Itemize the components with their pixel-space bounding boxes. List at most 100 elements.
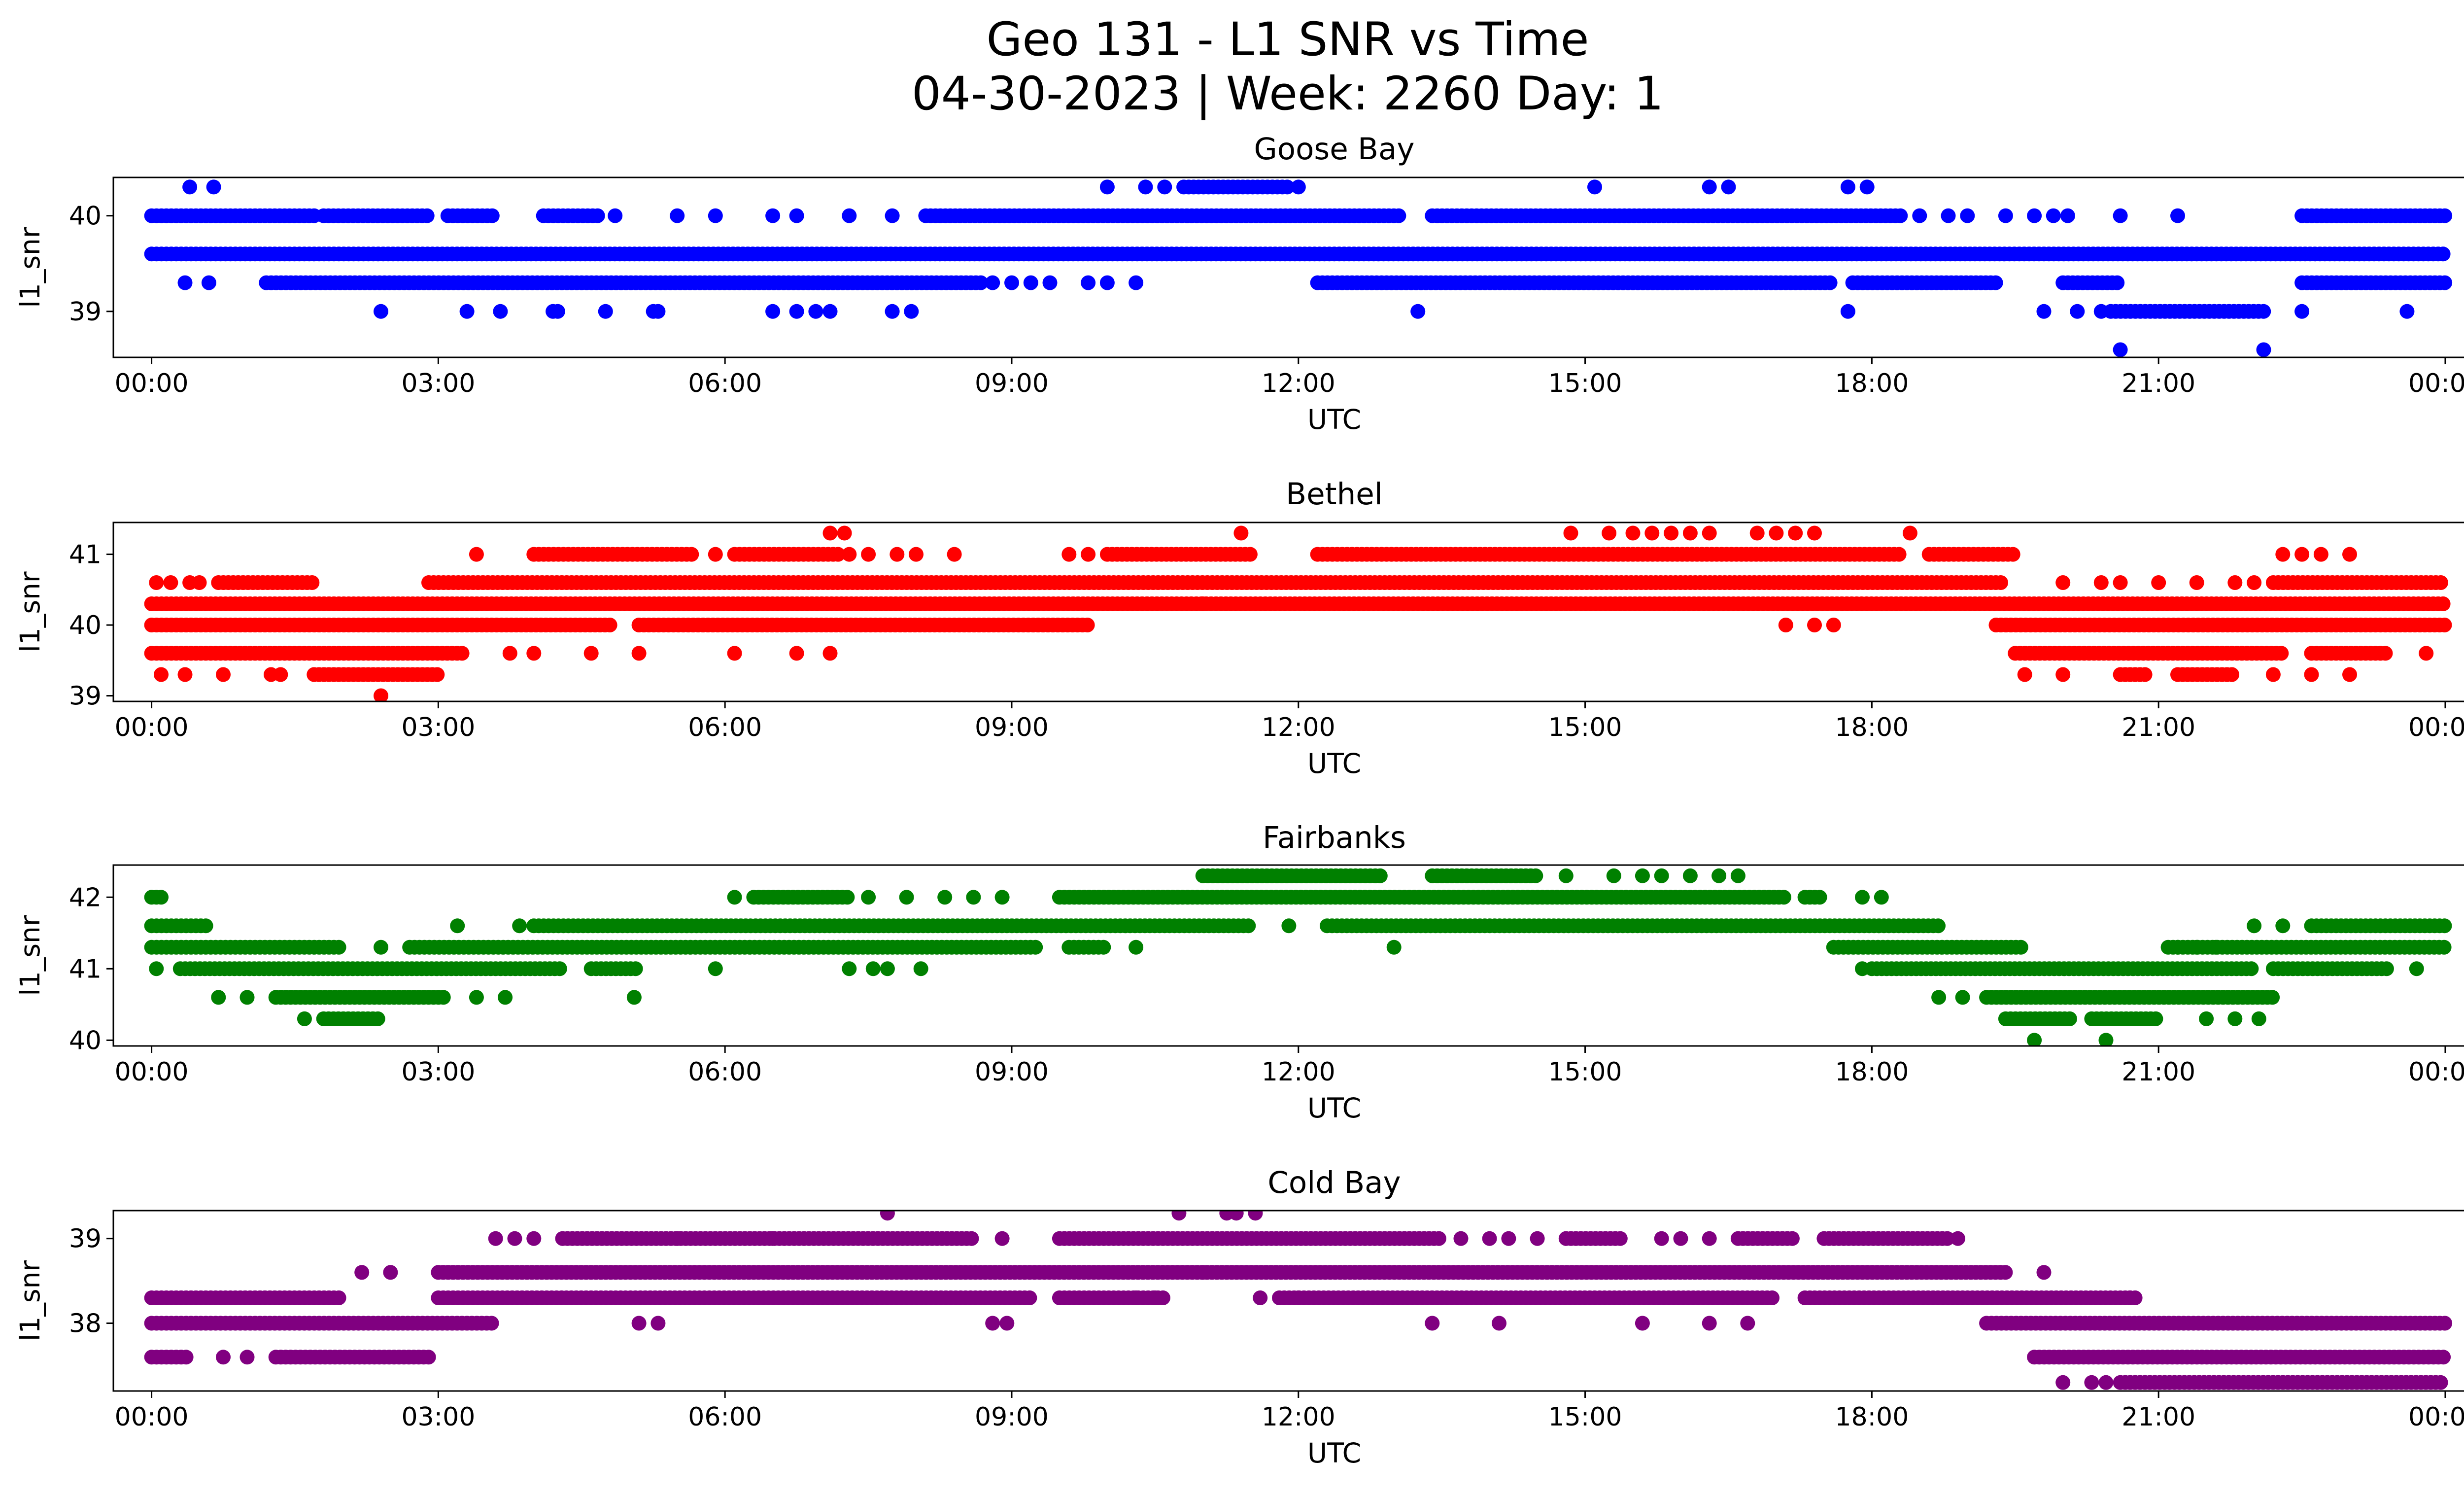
data-point (822, 525, 838, 541)
data-point (789, 646, 804, 661)
data-point (684, 547, 699, 562)
x-tick-label: 21:00 (2122, 713, 2195, 742)
data-point (2378, 646, 2393, 661)
data-point (1807, 618, 1822, 632)
y-tick-label: 40 (69, 202, 102, 231)
data-point (2437, 918, 2452, 934)
data-point (498, 990, 513, 1005)
data-point (2060, 208, 2075, 223)
data-point (512, 918, 527, 934)
data-point (1558, 868, 1574, 883)
data-point (885, 304, 900, 319)
data-point (2409, 961, 2424, 976)
data-point (163, 575, 178, 590)
data-point (1998, 1265, 2013, 1280)
data-point (1765, 1290, 1780, 1305)
data-point (1840, 179, 1855, 195)
data-point (419, 208, 435, 223)
x-tick-label: 21:00 (2122, 369, 2195, 398)
data-point (1625, 525, 1641, 541)
data-point (2342, 667, 2357, 682)
y-tick-label: 42 (69, 883, 102, 912)
data-point (727, 890, 742, 905)
data-point (789, 208, 804, 223)
data-point (192, 575, 207, 590)
data-point (177, 275, 193, 290)
x-tick-label: 00:00 (115, 369, 189, 398)
x-tick-label: 09:00 (975, 713, 1049, 742)
data-point (1874, 890, 1889, 905)
series-marks (144, 1211, 2453, 1390)
y-tick-label: 41 (69, 954, 102, 984)
panel-title: Cold Bay (1267, 1165, 1401, 1200)
data-point (1587, 179, 1602, 195)
data-point (1721, 179, 1736, 195)
data-point (331, 939, 346, 955)
data-point (837, 525, 852, 541)
data-point (2437, 275, 2453, 290)
y-axis-label: l1_snr (14, 571, 46, 652)
data-point (1386, 939, 1402, 955)
data-point (211, 990, 226, 1005)
y-tick-label: 40 (69, 611, 102, 640)
data-point (631, 646, 647, 661)
data-point (305, 575, 320, 590)
data-point (2098, 1033, 2114, 1046)
data-point (1840, 304, 1855, 319)
data-point (2437, 208, 2453, 223)
data-point (1855, 961, 1870, 976)
data-point (880, 961, 895, 976)
data-point (1893, 208, 1908, 223)
data-point (1664, 525, 1679, 541)
x-tick-label: 12:00 (1262, 369, 1335, 398)
data-point (2055, 667, 2071, 682)
figure-title: Geo 131 - L1 SNR vs Time (987, 13, 1589, 67)
x-tick-label: 00:00 (115, 713, 189, 742)
data-point (861, 547, 876, 562)
data-point (484, 208, 500, 223)
data-point (502, 646, 517, 661)
data-point (2005, 547, 2020, 562)
x-axis-label: UTC (1307, 404, 1361, 435)
data-point (1749, 525, 1765, 541)
data-point (583, 646, 599, 661)
data-point (1891, 547, 1907, 562)
data-point (1281, 918, 1297, 934)
data-point (1778, 618, 1793, 632)
data-point (808, 304, 823, 319)
data-point (1682, 868, 1698, 883)
data-point (450, 918, 465, 934)
data-point (2247, 575, 2262, 590)
data-point (822, 304, 838, 319)
panel-title: Bethel (1286, 477, 1382, 512)
data-point (1635, 868, 1650, 883)
panel-title: Fairbanks (1263, 820, 1406, 855)
data-point (1931, 918, 1946, 934)
data-point (2399, 304, 2415, 319)
data-point (2313, 547, 2328, 562)
data-point (1061, 547, 1077, 562)
data-point (1859, 179, 1875, 195)
data-point (608, 208, 623, 223)
data-point (899, 890, 914, 905)
data-point (670, 208, 685, 223)
x-tick-label: 03:00 (401, 1057, 475, 1087)
data-point (1099, 179, 1115, 195)
data-point (1711, 868, 1727, 883)
data-point (177, 667, 193, 682)
data-point (1241, 918, 1256, 934)
y-axis-label: l1_snr (14, 915, 46, 996)
data-point (1931, 990, 1947, 1005)
data-point (2419, 646, 2434, 661)
data-point (201, 275, 216, 290)
data-point (1960, 208, 1975, 223)
data-point (1096, 939, 1111, 955)
data-point (484, 1316, 499, 1331)
data-point (1912, 208, 1927, 223)
data-point (1941, 208, 1956, 223)
data-point (1702, 525, 1717, 541)
data-point (2027, 1033, 2042, 1046)
y-tick-label: 41 (69, 540, 102, 570)
